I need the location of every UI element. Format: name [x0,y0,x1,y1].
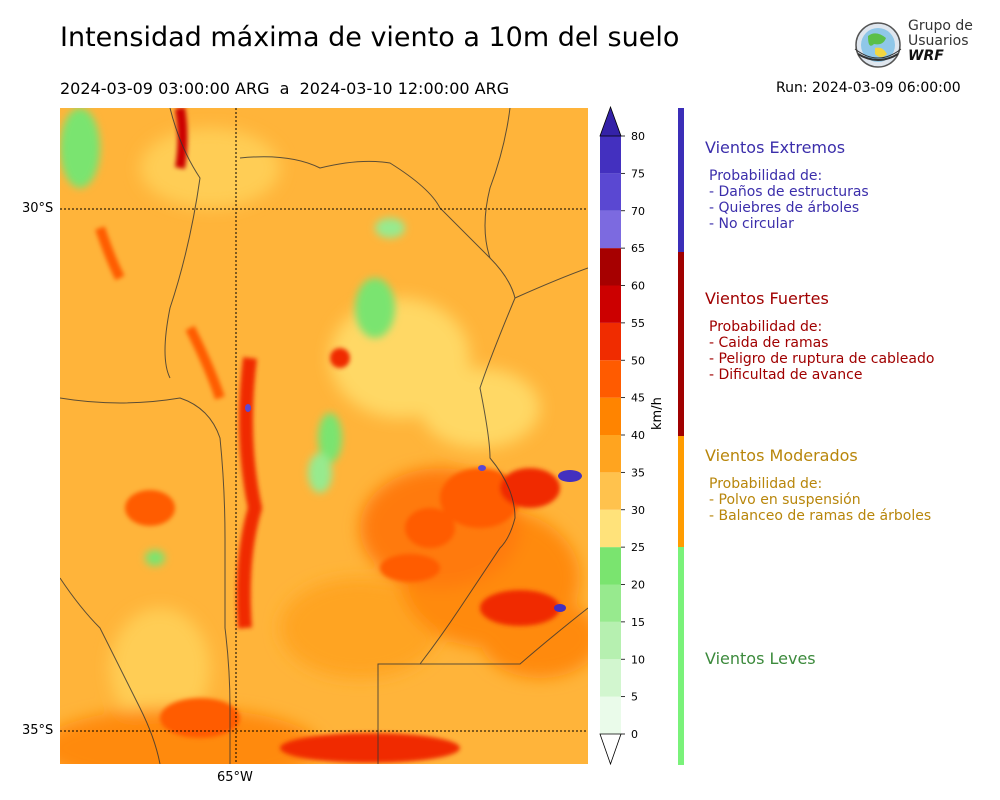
legend-bar-segment [678,436,684,547]
legend-category: Vientos Fuertes Probabilidad de: - Caida d… [705,289,934,383]
legend-category-title: Vientos Moderados [705,446,858,465]
colorbar-segment [600,173,621,211]
colorbar-max-extend [599,105,622,137]
legend-bar-segment [678,547,684,765]
legend-line: - Polvo en suspensión [709,492,861,508]
colorbar-segment [600,397,621,435]
legend-category-description: Probabilidad de: - Polvo en suspensión - B… [705,476,931,524]
legend-line: - Peligro de ruptura de cableado [709,351,935,367]
lat-label-35s: 35°S [22,723,54,738]
legend-line: Probabilidad de: [709,168,823,184]
legend-category-description: Probabilidad de: - Caida de ramas - Peligr… [705,319,934,383]
colorbar-tick-label: 45 [631,392,645,405]
legend-line: - Caida de ramas [709,335,829,351]
colorbar-tick-label: 10 [631,653,645,666]
colorbar-segment [600,435,621,473]
legend-category: Vientos Moderados Probabilidad de: - Polvo… [705,446,931,524]
legend-category: Vientos Extremos Probabilidad de: - Daños … [705,138,869,232]
colorbar-tick-label: 20 [631,579,645,592]
colorbar-segment [600,547,621,585]
colorbar-segment [600,360,621,398]
lon-label-65w: 65°W [217,770,253,785]
wind-field [60,108,588,764]
colorbar-segment [600,472,621,510]
colorbar-tick-label: 70 [631,205,645,218]
legend-category-title: Vientos Extremos [705,138,846,157]
wrf-logo: Grupo de Usuarios WRF [848,18,973,73]
legend-category-title: Vientos Fuertes [705,289,829,308]
colorbar-segment [600,584,621,622]
colorbar-segment [600,210,621,249]
legend-line: - Daños de estructuras [709,184,869,200]
colorbar-unit: km/h [650,397,665,430]
colorbar-segment [600,659,621,697]
legend-category: Vientos Leves [705,649,816,668]
colorbar-tick-label: 50 [631,354,645,367]
legend-line: - No circular [709,216,794,232]
legend-line: - Balanceo de ramas de árboles [709,508,932,524]
colorbar-tick-label: 80 [631,130,645,143]
wind-map [60,108,588,764]
colorbar: 0 5 10 15 20 25 30 35 40 45 50 55 60 65 70 75 80 [599,105,645,766]
colorbar-tick-label: 35 [631,466,645,479]
colorbar-tick-label: 55 [631,317,645,330]
colorbar-tick-label: 0 [631,728,638,741]
run-time: Run: 2024-03-09 06:00:00 [776,80,961,96]
colorbar-tick-label: 65 [631,242,645,255]
legend-line: - Dificultad de avance [709,367,863,383]
colorbar-segment [600,322,621,361]
legend-bar-segment [678,108,684,252]
legend-category-title: Vientos Leves [705,649,816,668]
logo-text: Grupo de Usuarios WRF [908,18,973,64]
colorbar-segment [600,509,621,548]
legend-line: Probabilidad de: [709,476,823,492]
page-title: Intensidad máxima de viento a 10m del su… [60,22,680,53]
colorbar-tick-label: 75 [631,167,645,180]
colorbar-tick-label: 60 [631,280,645,293]
colorbar-segment [600,696,621,734]
colorbar-segment [600,248,621,286]
legend-line: Probabilidad de: [709,319,823,335]
colorbar-segment [600,136,621,174]
colorbar-min-extend [599,733,622,766]
colorbar-segment [600,621,621,660]
legend-category-description: Probabilidad de: - Daños de estructuras - … [705,168,869,232]
forecast-period: 2024-03-09 03:00:00 ARG a 2024-03-10 12:… [60,79,510,98]
colorbar-tick-label: 30 [631,504,645,517]
colorbar-tick-label: 40 [631,429,645,442]
legend-line: - Quiebres de árboles [709,200,860,216]
colorbar-tick-label: 5 [631,691,638,704]
colorbar-tick-label: 25 [631,541,645,554]
legend-bar-segment [678,252,684,436]
lat-label-30s: 30°S [22,201,54,216]
colorbar-segment [600,285,621,323]
colorbar-tick-label: 15 [631,616,645,629]
globe-icon [854,22,902,68]
